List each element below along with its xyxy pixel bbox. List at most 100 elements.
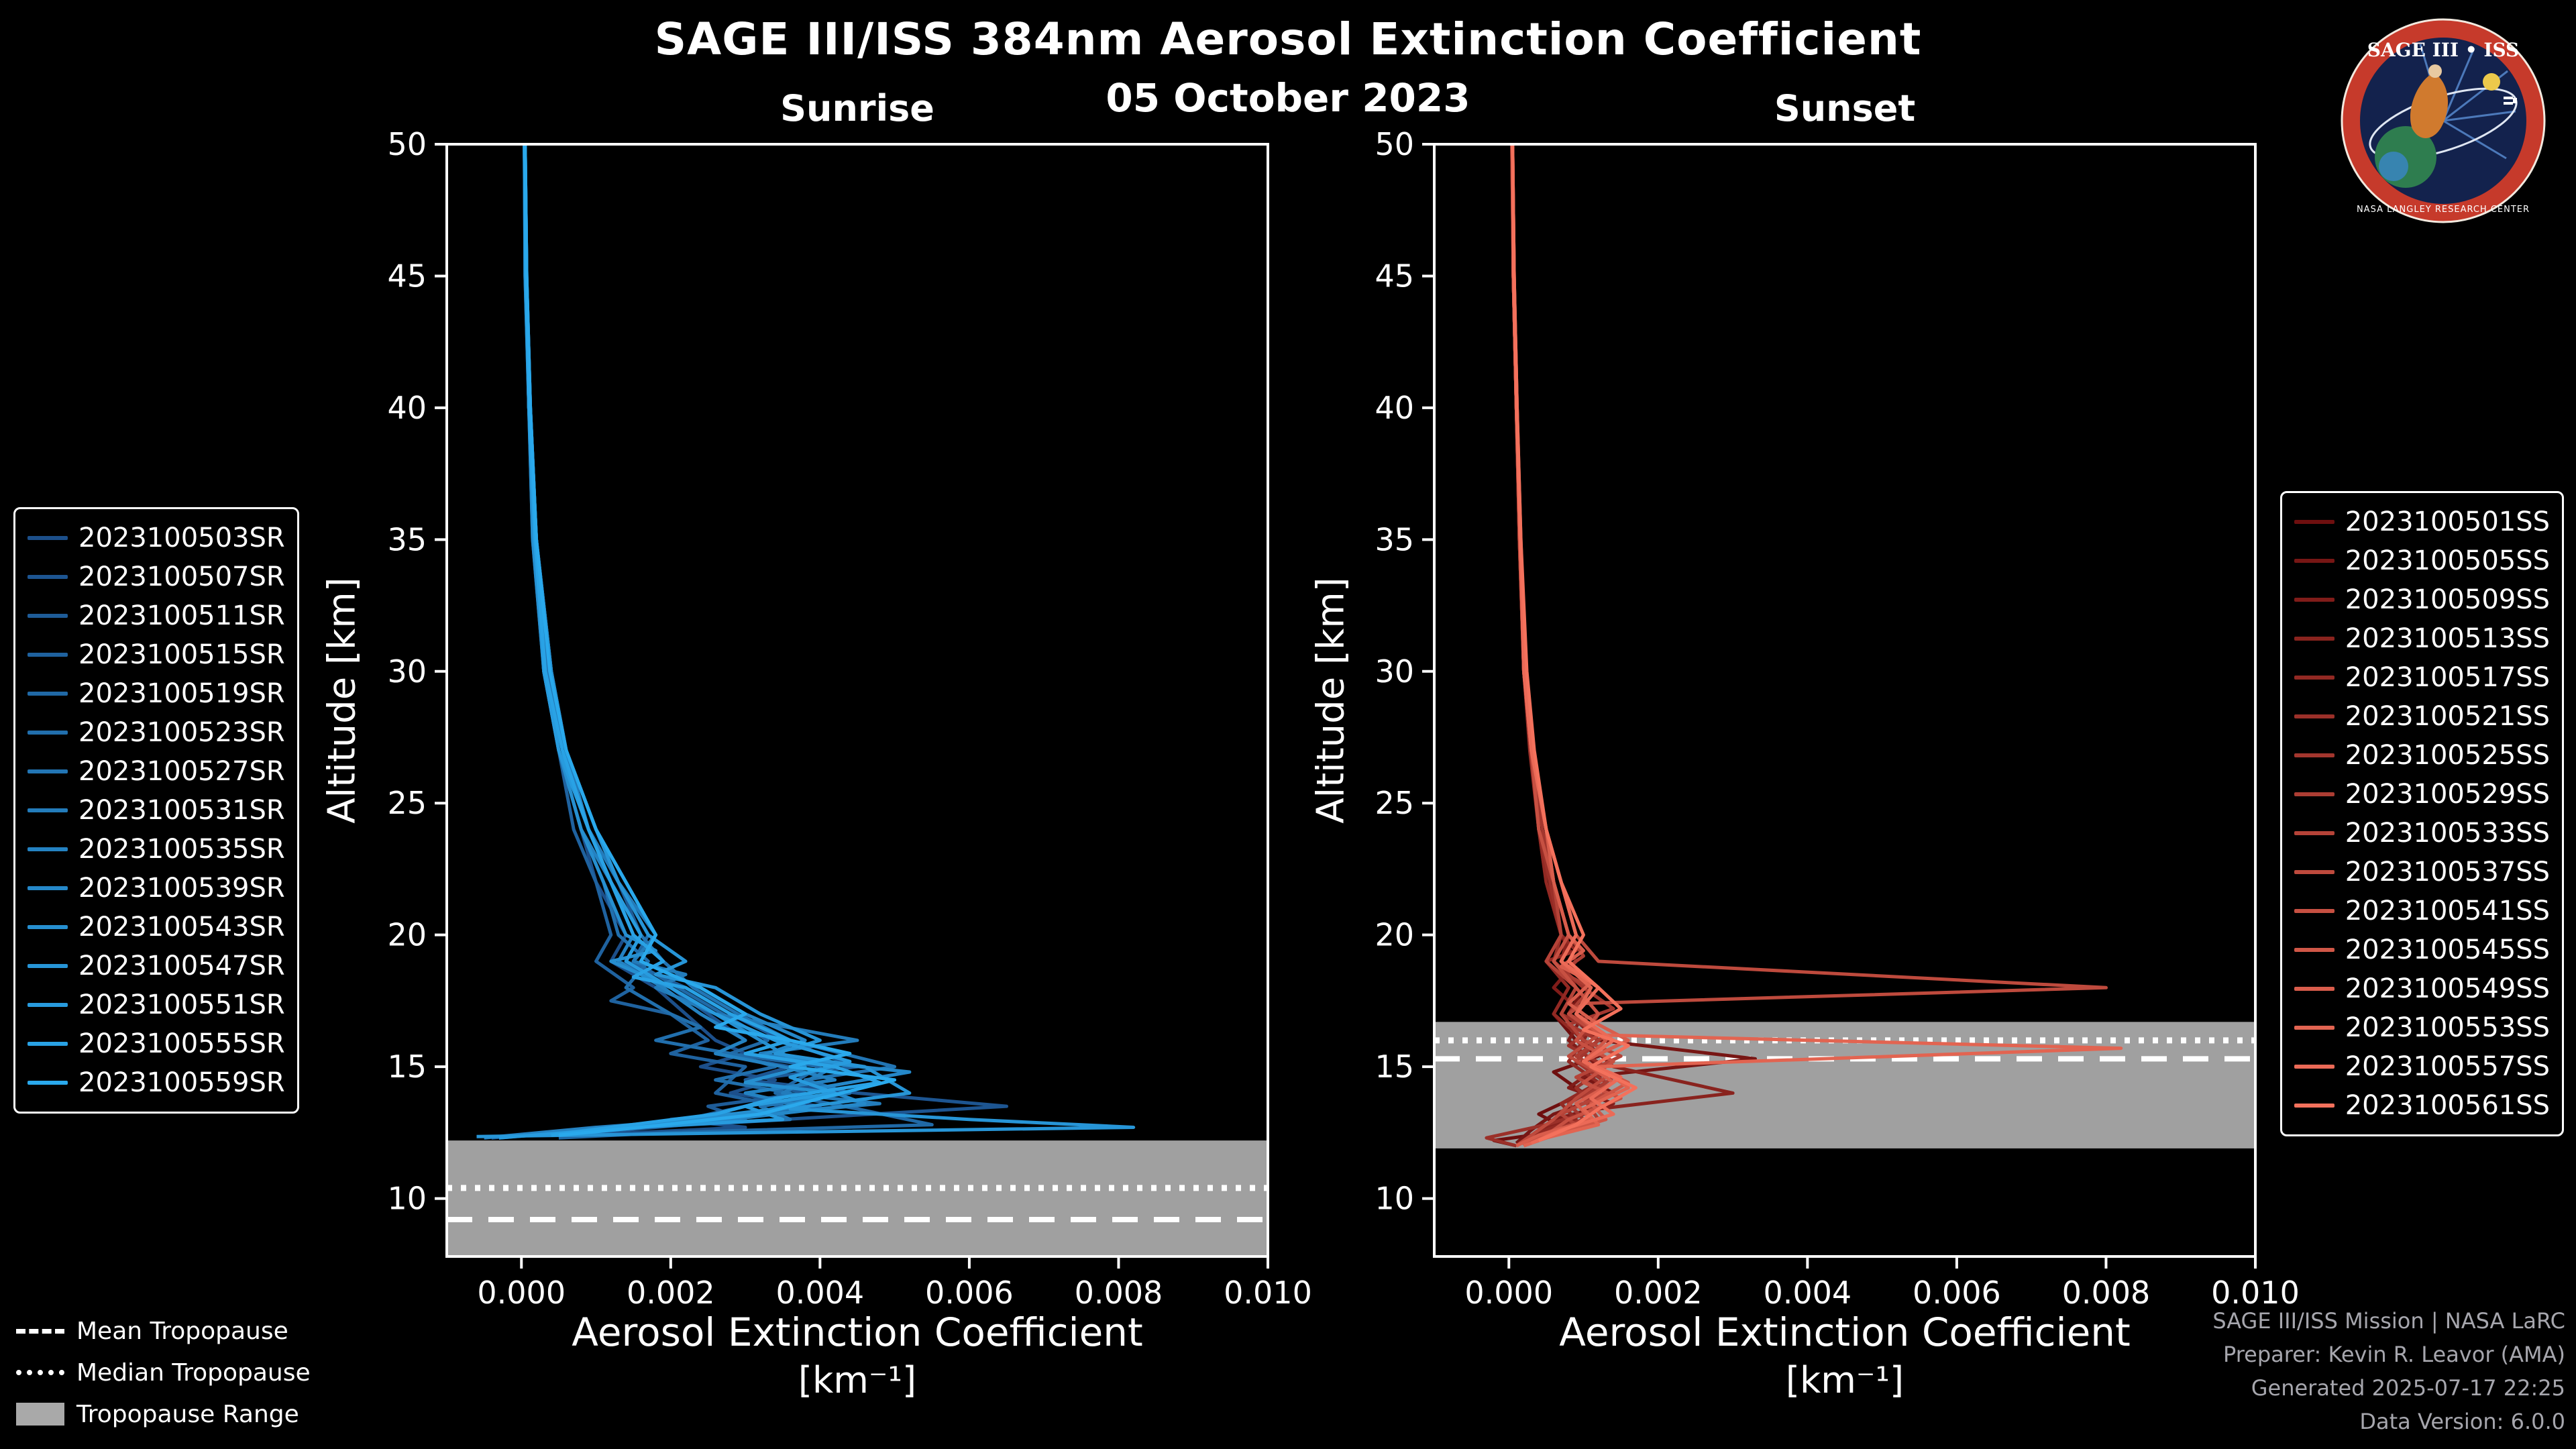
median-tropopause-legend-row: Median Tropopause [16, 1355, 311, 1390]
sunrise-plot: 0.000 0.002 0.004 0.006 0.008 0.010 10 15 20 25 30… [387, 126, 1311, 1311]
legend-label: 2023100525SS [2345, 740, 2550, 771]
legend-line-swatch [28, 614, 68, 618]
y-tick-label: 15 [1375, 1049, 1414, 1085]
legend-label: 2023100501SS [2345, 506, 2550, 537]
legend-line-swatch [2294, 948, 2334, 952]
y-tick-label: 10 [1375, 1181, 1414, 1217]
legend-label: 2023100551SR [78, 989, 285, 1020]
y-tick-label: 45 [1375, 258, 1414, 294]
x-tick-label: 0.000 [1464, 1275, 1553, 1311]
legend-label: 2023100543SR [78, 912, 285, 943]
legend-item: 2023100513SS [2294, 619, 2550, 658]
legend-line-swatch [2294, 870, 2334, 874]
y-tick-label: 25 [1375, 785, 1414, 821]
legend-item: 2023100547SR [28, 947, 285, 985]
legend-label: 2023100561SS [2345, 1090, 2550, 1121]
legend-item: 2023100521SS [2294, 697, 2550, 736]
ylabel-sunset: Altitude [km] [1309, 577, 1353, 824]
tropopause-range-legend-row: Tropopause Range [16, 1397, 311, 1432]
legend-label: 2023100545SS [2345, 934, 2550, 965]
legend-line-swatch [2294, 559, 2334, 563]
legend-label: 2023100541SS [2345, 896, 2550, 926]
legend-item: 2023100523SR [28, 713, 285, 752]
legend-label: 2023100505SS [2345, 545, 2550, 576]
legend-line-swatch [28, 769, 68, 773]
logo-title: SAGE III • ISS [2367, 39, 2520, 61]
footer-credits: SAGE III/ISS Mission | NASA LaRC Prepare… [2212, 1304, 2565, 1438]
x-tick-label: 0.004 [776, 1275, 865, 1311]
legend-item: 2023100519SR [28, 674, 285, 713]
legend-label: 2023100507SR [78, 561, 285, 592]
mission-credit: SAGE III/ISS Mission | NASA LaRC [2212, 1308, 2565, 1334]
legend-line-swatch [28, 964, 68, 968]
legend-item: 2023100551SR [28, 985, 285, 1024]
xlabel-text: Aerosol Extinction Coefficient [1559, 1309, 2131, 1355]
legend-label: 2023100519SR [78, 678, 285, 709]
legend-line-swatch [28, 925, 68, 929]
profile-line-2023100559SR [523, 144, 897, 1137]
x-tick-label: 0.000 [477, 1275, 566, 1311]
logo-ring-text: NASA LANGLEY RESEARCH CENTER [2357, 205, 2530, 215]
y-tick-label: 40 [1375, 390, 1414, 426]
dashed-line-swatch [16, 1328, 64, 1334]
profile-line-2023100537SS [1511, 144, 2108, 1148]
xlabel-sunset: Aerosol Extinction Coefficient [km⁻¹] [1434, 1309, 2255, 1401]
preparer-credit: Preparer: Kevin R. Leavor (AMA) [2222, 1342, 2565, 1367]
mean-tropopause-legend-row: Mean Tropopause [16, 1313, 311, 1348]
legend-label: 2023100513SS [2345, 623, 2550, 654]
x-tick-label: 0.006 [1913, 1275, 2001, 1311]
plot-frame [1433, 143, 2257, 1258]
tropopause-legend: Mean Tropopause Median Tropopause Tropop… [16, 1313, 311, 1432]
legend-line-swatch [2294, 753, 2334, 757]
logo-figure-head [2428, 64, 2442, 78]
profile-line-2023100505SS [1511, 144, 1757, 1144]
legend-line-swatch [2294, 598, 2334, 602]
legend-label: 2023100523SR [78, 717, 285, 748]
legend-item: 2023100561SS [2294, 1086, 2550, 1125]
legend-item: 2023100553SS [2294, 1008, 2550, 1047]
legend-item: 2023100531SR [28, 791, 285, 830]
sunset-legend: 2023100501SS 2023100505SS 2023100509SS 2023… [2279, 491, 2564, 1136]
logo-sun [2483, 73, 2500, 91]
legend-item: 2023100549SS [2294, 969, 2550, 1008]
legend-label: 2023100521SS [2345, 701, 2550, 732]
page-title: SAGE III/ISS 384nm Aerosol Extinction Co… [654, 13, 1922, 65]
legend-item: 2023100507SR [28, 557, 285, 596]
legend-item: 2023100543SR [28, 908, 285, 947]
legend-item: 2023100539SR [28, 869, 285, 908]
legend-line-swatch [28, 808, 68, 812]
legend-item: 2023100529SS [2294, 775, 2550, 814]
sage-iii-iss-logo-graphic: SAGE III • ISS NASA LANGLEY RESEARCH CEN… [2341, 18, 2546, 223]
legend-label: 2023100511SR [78, 600, 285, 631]
legend-label: 2023100549SS [2345, 973, 2550, 1004]
legend-line-swatch [28, 886, 68, 890]
y-tick-label: 20 [387, 917, 427, 953]
legend-label: 2023100537SS [2345, 857, 2550, 888]
x-tick-label: 0.008 [1075, 1275, 1163, 1311]
legend-item: 2023100555SR [28, 1024, 285, 1063]
legend-line-swatch [28, 575, 68, 579]
profile-line-2023100513SS [1511, 144, 1735, 1142]
legend-item: 2023100515SR [28, 635, 285, 674]
sunrise-legend: 2023100503SR 2023100507SR 2023100511SR 2023… [13, 507, 299, 1114]
sunset-plot: 0.000 0.002 0.004 0.006 0.008 0.010 10 15 20 25 30… [1375, 126, 2299, 1311]
legend-item: 2023100545SS [2294, 930, 2550, 969]
legend-item: 2023100511SR [28, 596, 285, 635]
legend-line-swatch [28, 847, 68, 851]
legend-label: 2023100515SR [78, 639, 285, 670]
x-tick-label: 0.010 [2211, 1275, 2300, 1311]
legend-label: 2023100533SS [2345, 818, 2550, 849]
y-tick-label: 10 [387, 1181, 427, 1217]
legend-label: 2023100503SR [78, 523, 285, 553]
legend-item: 2023100527SR [28, 752, 285, 791]
legend-line-swatch [2294, 714, 2334, 718]
x-tick-label: 0.008 [2062, 1275, 2151, 1311]
logo-earth-ocean [2379, 152, 2408, 181]
legend-item: 2023100501SS [2294, 502, 2550, 541]
legend-line-swatch [2294, 1104, 2334, 1108]
legend-label: 2023100547SR [78, 951, 285, 981]
legend-item: 2023100537SS [2294, 853, 2550, 892]
legend-line-swatch [28, 1003, 68, 1007]
legend-label: 2023100529SS [2345, 779, 2550, 810]
legend-item: 2023100505SS [2294, 541, 2550, 580]
